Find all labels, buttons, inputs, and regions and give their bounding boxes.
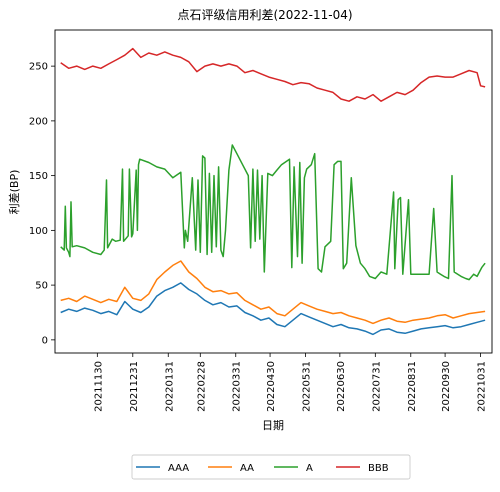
y-tick-label: 150 [29, 171, 48, 182]
chart-title: 点石评级信用利差(2022-11-04) [177, 8, 352, 22]
legend: AAA AA A BBB [131, 454, 411, 480]
x-tick-label: 20221031 [477, 361, 488, 412]
x-tick-label: 20220331 [232, 361, 243, 412]
legend-label-a: A [306, 463, 313, 474]
y-axis: 0 50 100 150 200 250 [29, 62, 55, 346]
y-tick-label: 50 [35, 281, 48, 292]
x-tick-label: 20220430 [266, 361, 277, 412]
legend-frame [131, 454, 411, 480]
plot-area [54, 29, 493, 354]
y-tick-label: 200 [29, 116, 48, 127]
x-tick-label: 20220630 [336, 361, 347, 412]
x-axis-label: 日期 [262, 419, 284, 432]
x-tick-label: 20220228 [196, 361, 207, 412]
x-axis: 20211130 20211231 20220131 20220228 20220331… [93, 353, 488, 412]
x-tick-label: 20220731 [371, 361, 382, 412]
y-tick-label: 0 [42, 335, 48, 346]
legend-label-aa: AA [240, 463, 254, 474]
x-tick-label: 20220930 [441, 361, 452, 412]
legend-label-bbb: BBB [368, 463, 389, 474]
y-axis-label: 利差(BP) [7, 170, 21, 215]
series-layer [60, 47, 486, 336]
x-tick-label: 20211130 [93, 361, 104, 412]
x-tick-label: 20220831 [407, 361, 418, 412]
series-line-aaa [60, 282, 486, 336]
y-tick-label: 100 [29, 226, 48, 237]
x-tick-label: 20220131 [164, 361, 175, 412]
x-tick-label: 20220531 [302, 361, 313, 412]
series-line-bbb [60, 47, 486, 102]
series-line-aa [60, 260, 486, 325]
legend-label-aaa: AAA [168, 463, 189, 474]
y-tick-label: 250 [29, 62, 48, 73]
series-line-a [60, 144, 486, 281]
x-tick-label: 20211231 [129, 361, 140, 412]
